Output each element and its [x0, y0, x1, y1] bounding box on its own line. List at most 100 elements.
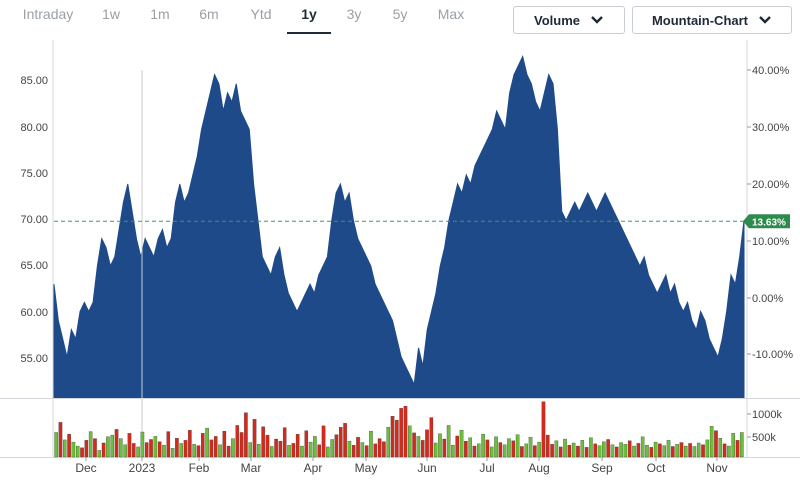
tab-intraday[interactable]: Intraday	[22, 6, 74, 22]
volume-bar	[231, 438, 235, 458]
volume-dropdown-label: Volume	[534, 12, 580, 28]
volume-bar	[399, 408, 403, 458]
volume-bar	[740, 432, 744, 458]
volume-bar	[515, 434, 520, 458]
chart-type-dropdown[interactable]: Mountain-Chart	[632, 6, 792, 34]
volume-bar	[511, 440, 516, 458]
volume-bar	[58, 422, 63, 458]
volume-tick-label: 1000k	[752, 409, 782, 421]
volume-bar	[653, 441, 658, 458]
volume-bar	[602, 441, 606, 458]
tab-1w[interactable]: 1w	[102, 6, 120, 22]
volume-bar	[709, 426, 714, 458]
volume-bar	[360, 442, 365, 458]
volume-bar	[347, 441, 352, 458]
volume-bar	[317, 444, 321, 458]
chevron-down-icon	[759, 16, 771, 24]
volume-bar	[735, 440, 740, 458]
volume-bar	[675, 444, 679, 458]
volume-bar	[451, 445, 455, 458]
volume-bar	[610, 444, 615, 458]
volume-bar	[261, 426, 265, 458]
volume-bar	[270, 446, 274, 458]
x-tick-label: Mar	[241, 461, 262, 475]
volume-bar	[563, 438, 567, 458]
volume-bar	[170, 448, 175, 458]
volume-bar	[339, 427, 343, 458]
volume-bar	[502, 444, 507, 458]
tab-max[interactable]: Max	[437, 6, 465, 22]
volume-bar	[67, 434, 71, 458]
volume-bar	[93, 438, 97, 458]
volume-bar	[692, 446, 697, 458]
tab-5y[interactable]: 5y	[392, 6, 408, 22]
y-left-tick-label: 70.00	[20, 214, 48, 226]
volume-bar	[300, 445, 304, 458]
volume-bar	[390, 416, 395, 458]
volume-bar	[524, 443, 528, 458]
volume-bar	[183, 440, 188, 458]
volume-bar	[153, 436, 158, 458]
volume-bar	[313, 436, 317, 458]
volume-bar	[330, 439, 334, 458]
volume-bar	[149, 439, 153, 458]
tab-ytd[interactable]: Ytd	[250, 6, 272, 22]
volume-bar	[295, 434, 300, 458]
volume-bar	[416, 436, 421, 458]
volume-bar	[546, 434, 550, 458]
chart-type-dropdown-label: Mountain-Chart	[651, 12, 749, 28]
volume-bar	[377, 438, 382, 458]
tab-1y[interactable]: 1y	[301, 6, 317, 22]
volume-bar	[257, 444, 261, 458]
y-left-tick-label: 55.00	[20, 353, 48, 365]
volume-bar	[442, 438, 447, 458]
x-tick-label: Jul	[479, 461, 494, 475]
volume-bar	[438, 433, 442, 458]
volume-bar	[321, 425, 326, 458]
volume-bar	[248, 442, 252, 458]
volume-bar	[498, 442, 503, 458]
volume-bar	[705, 439, 710, 458]
volume-dropdown[interactable]: Volume	[513, 6, 625, 34]
volume-bar	[382, 441, 386, 458]
volume-bar	[63, 439, 67, 458]
volume-bar	[209, 439, 214, 458]
volume-bar	[123, 444, 127, 458]
volume-bar	[520, 446, 524, 458]
y-right-tick-label: 40.00%	[752, 65, 790, 77]
volume-bar	[701, 444, 705, 458]
volume-bar	[554, 440, 559, 458]
volume-bar	[114, 429, 119, 458]
volume-bar	[696, 442, 701, 458]
volume-bar	[679, 442, 684, 458]
volume-bar	[136, 446, 140, 458]
volume-bar	[429, 417, 434, 458]
volume-bar	[356, 437, 360, 458]
volume-bar	[459, 430, 464, 458]
x-tick-label: May	[355, 461, 378, 475]
volume-bar	[395, 420, 399, 458]
volume-bar	[722, 443, 727, 458]
volume-bar	[334, 434, 339, 458]
volume-bar	[386, 427, 390, 458]
volume-bar	[589, 437, 593, 458]
volume-bar	[662, 445, 666, 458]
volume-bar	[201, 433, 205, 458]
y-left-tick-label: 75.00	[20, 168, 48, 180]
volume-bar	[282, 427, 287, 458]
volume-bar	[597, 445, 602, 458]
tab-1m[interactable]: 1m	[150, 6, 170, 22]
volume-bar	[472, 445, 477, 458]
current-change-label: 13.63%	[752, 217, 786, 228]
volume-bar	[106, 436, 110, 458]
tab-3y[interactable]: 3y	[346, 6, 362, 22]
volume-bar	[205, 427, 209, 458]
volume-bar	[80, 447, 84, 458]
volume-bar	[533, 445, 537, 458]
volume-bar	[537, 441, 541, 458]
volume-bar	[364, 445, 369, 458]
volume-bar	[485, 439, 490, 458]
volume-bar	[373, 443, 378, 458]
tab-6m[interactable]: 6m	[199, 6, 219, 22]
volume-bar	[494, 436, 498, 458]
